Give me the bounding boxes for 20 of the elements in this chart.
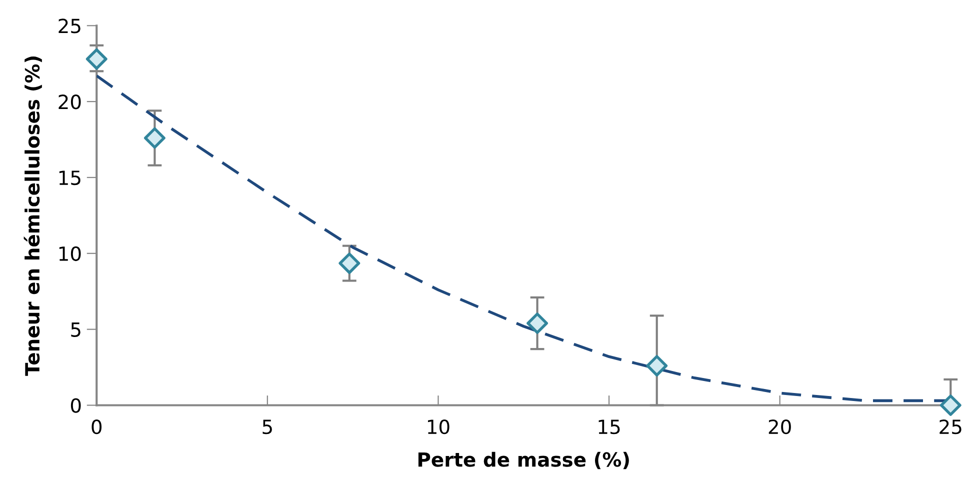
x-axis-title: Perte de masse (%) [418, 452, 629, 470]
point [646, 355, 668, 376]
x-tick-label: 5 [262, 420, 272, 434]
y-axis-title: Teneur en hémicelluloses (%) [24, 56, 42, 376]
y-tick-label: 10 [59, 246, 81, 262]
y-tick-label: 20 [58, 94, 81, 110]
y-tick-label: 0 [70, 398, 81, 413]
x-tick-label: 10 [428, 419, 450, 434]
y-tick-label: 25 [58, 18, 80, 34]
point [338, 252, 360, 274]
point [526, 312, 548, 334]
y-tick-label: 5 [71, 322, 80, 337]
point [86, 48, 108, 70]
x-tick-label: 15 [598, 420, 620, 434]
y-tick-label: 15 [59, 170, 80, 186]
point [940, 394, 962, 416]
x-tick-label: 0 [92, 419, 102, 434]
x-tick-label: 20 [768, 419, 791, 434]
point [144, 127, 166, 149]
x-tick-label: 25 [940, 419, 962, 434]
